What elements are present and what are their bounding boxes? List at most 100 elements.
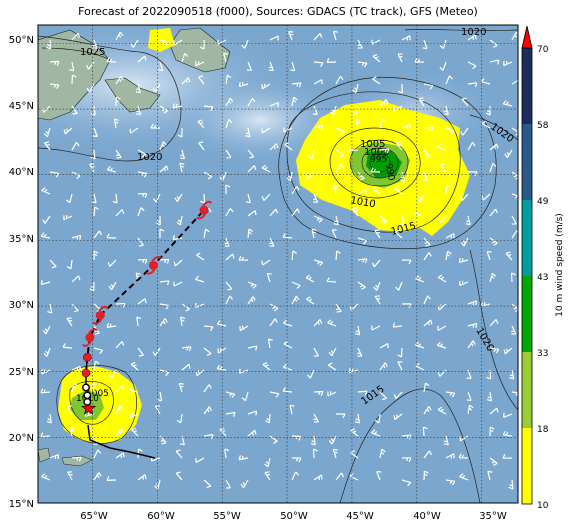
track-point-marker (82, 383, 90, 392)
wind-barb (422, 171, 428, 181)
wind-barb (198, 75, 205, 85)
wind-barb (326, 277, 337, 283)
wind-barb (150, 123, 161, 129)
wind-barb (131, 427, 139, 437)
wind-barb (203, 171, 213, 180)
map-plot-area: 1025 1020 1020 1020 1005 1000 1010 1015 … (38, 25, 518, 503)
wind-barb (106, 322, 117, 328)
wind-barb (225, 411, 236, 417)
wind-barb (393, 391, 403, 399)
wind-barb (92, 127, 98, 137)
wind-barb (159, 141, 167, 151)
wind-barb (115, 428, 124, 437)
wind-barb (49, 259, 57, 269)
wind-barb (283, 127, 293, 133)
wind-barb (217, 39, 227, 45)
wind-barb (179, 149, 186, 160)
wind-barb (489, 163, 497, 173)
wind-barb (115, 209, 125, 217)
colorbar-segment (522, 200, 532, 276)
wind-barb (282, 233, 293, 239)
wind-barb (129, 127, 139, 134)
wind-barb (352, 105, 359, 116)
wind-barb (349, 472, 359, 481)
hurricane-symbol-icon (145, 256, 162, 275)
wind-barb (445, 453, 455, 459)
lon-label: 65°W (80, 511, 108, 522)
wind-barb (137, 474, 147, 481)
wind-barb (43, 141, 51, 151)
wind-barb (152, 83, 161, 92)
wind-barb (370, 167, 381, 173)
wind-barb (445, 75, 453, 85)
wind-barb (439, 61, 447, 71)
tc-track (81, 200, 212, 415)
wind-barb (282, 363, 293, 371)
wind-barb (415, 275, 425, 283)
wind-barb (106, 233, 117, 239)
wind-barb (63, 127, 73, 135)
wind-barb (159, 258, 170, 264)
wind-barb (157, 391, 163, 402)
isobar-995 (361, 147, 399, 179)
wind-barb (423, 126, 434, 132)
wind-barb (69, 61, 75, 72)
wind-barb (467, 34, 477, 41)
lat-label: 45°N (9, 101, 34, 112)
wind-barb (374, 229, 381, 239)
isobar-label: 1020 (137, 152, 162, 163)
wind-barb (401, 35, 411, 41)
wind-barb (393, 105, 403, 112)
wind-barb (49, 454, 59, 460)
wind-barb (93, 449, 102, 459)
wind-barb (379, 148, 390, 154)
wind-barb (177, 127, 183, 138)
wind-barb (195, 369, 205, 377)
wind-barb (181, 303, 190, 312)
wind-barb (137, 171, 148, 178)
wind-barb (65, 193, 73, 204)
wind-barb (159, 280, 170, 286)
wind-barb (489, 39, 498, 48)
wind-barb (394, 186, 403, 195)
wind-barb (445, 233, 455, 239)
track-point-storm-marker (81, 368, 91, 378)
wind-barb (395, 281, 403, 291)
wind-barb (306, 296, 315, 305)
wind-barb (489, 143, 499, 151)
wind-barb (374, 295, 381, 305)
wind-barb (313, 215, 323, 223)
wind-barb (489, 426, 495, 437)
colorbar-tick: 33 (537, 349, 548, 359)
wind-barb (354, 413, 360, 424)
lon-axis: 65°W 60°W 55°W 50°W 45°W 40°W 35°W (80, 511, 507, 522)
wind-barb (176, 215, 183, 226)
wind-barb (181, 52, 189, 63)
wind-barb (400, 171, 406, 182)
wind-barb (130, 361, 139, 371)
wind-barb (42, 325, 51, 335)
wind-barb (115, 149, 122, 159)
wind-barb (203, 347, 212, 357)
wind-barb (269, 391, 280, 398)
wind-barb (115, 405, 123, 415)
wind-barb (63, 215, 73, 221)
wind-barb (247, 228, 254, 239)
wind-barb (372, 53, 381, 63)
wind-barb (503, 60, 513, 67)
wind-barb (439, 163, 447, 173)
wind-barb (332, 30, 339, 41)
wind-barb (371, 39, 381, 45)
wind-barb (137, 55, 147, 63)
land-nova-scotia (104, 77, 161, 113)
wind-barb (43, 347, 51, 357)
wind-barb (289, 404, 295, 415)
wind-barb (71, 234, 82, 240)
wind-barb (511, 78, 518, 85)
track-current-position-star-icon (81, 400, 97, 415)
wind-barb (333, 215, 339, 226)
wind-barb (241, 391, 249, 402)
colorbar-tick: 18 (537, 425, 549, 435)
wind-barb (313, 124, 324, 130)
wind-barb (89, 281, 95, 292)
